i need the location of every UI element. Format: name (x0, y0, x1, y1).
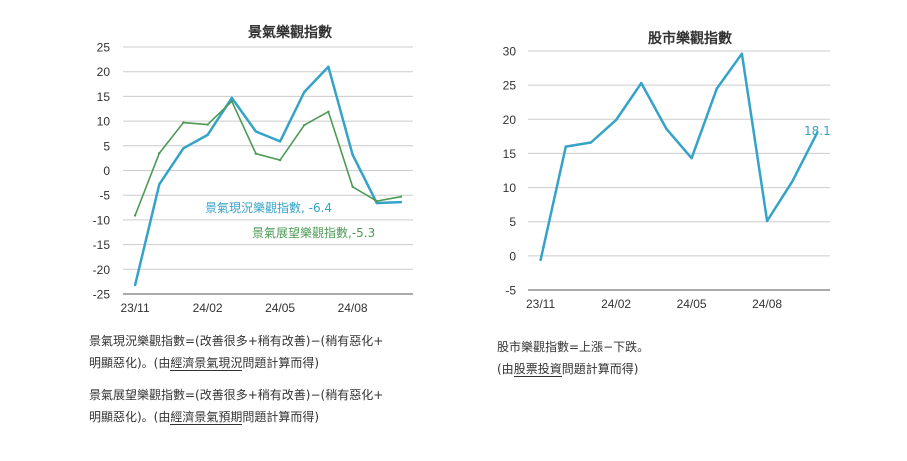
data-point (399, 200, 403, 204)
data-point (303, 90, 306, 94)
series-data-label: 景氣展望樂觀指數,-5.3 (252, 225, 375, 240)
x-tick-label: 24/08 (752, 297, 782, 311)
x-tick-label: 24/02 (601, 297, 631, 311)
x-tick-label: 23/11 (121, 301, 150, 315)
y-tick-label: -25 (93, 288, 111, 302)
note-outlook-index: 景氣展望樂觀指數=(改善很多+稍有改善)−(稍有惡化+ 明顯惡化)。(由經濟景氣預… (89, 384, 383, 428)
note-outlook-line1: 景氣展望樂觀指數=(改善很多+稍有改善)−(稍有惡化+ (89, 388, 384, 402)
y-tick-label: 5 (103, 139, 110, 153)
series-data-label: 18.1 (804, 124, 831, 138)
data-point (182, 121, 185, 124)
y-tick-label: -5 (505, 284, 516, 298)
series-line-0 (133, 65, 401, 286)
x-tick-label: 23/11 (526, 297, 555, 311)
note-stock-line2b: 問題計算而得) (561, 362, 639, 376)
data-point (351, 185, 354, 189)
y-tick-label: 20 (503, 113, 517, 127)
note-stock-underlined: 股票投資 (513, 362, 562, 377)
note-stock-line1: 股市樂觀指數=上漲−下跌。 (497, 340, 650, 354)
chart-title: 景氣樂觀指數 (248, 24, 332, 41)
chart-title: 股市樂觀指數 (648, 30, 732, 47)
data-point (375, 201, 378, 205)
note-current-line2a: 明顯惡化)。(由 (89, 356, 171, 370)
x-tick-label: 24/05 (265, 301, 295, 315)
y-tick-label: 25 (503, 79, 517, 93)
y-tick-label: -10 (93, 213, 111, 227)
data-point (206, 133, 209, 137)
data-point (791, 180, 794, 183)
data-point (351, 153, 354, 156)
data-point (303, 123, 306, 127)
chart-stock-optimism: 股市樂觀指數 30 25 20 15 10 5 0 -5 23/11 24/02 24/05 24/08… (503, 30, 831, 311)
chart-business-optimism: 景氣樂觀指數 25 20 15 10 5 0 -5 -10 -15 -20 -25 23/11 24/02… (93, 24, 413, 315)
note-current-line2b: 問題計算而得) (242, 356, 320, 370)
x-tick-label: 24/02 (193, 301, 223, 315)
data-point (539, 258, 542, 262)
y-tick-label: 20 (97, 65, 111, 79)
y-tick-label: 10 (97, 115, 111, 129)
data-point (182, 147, 185, 150)
data-point (230, 100, 233, 103)
y-tick-label: 0 (103, 164, 110, 178)
note-current-line1: 景氣現況樂觀指數=(改善很多+稍有改善)−(稍有惡化+ (89, 334, 384, 348)
data-point (690, 157, 693, 160)
y-tick-label: 30 (503, 45, 517, 59)
data-point (327, 65, 330, 68)
y-tick-label: -5 (99, 189, 110, 203)
data-point (399, 195, 403, 198)
data-point (158, 183, 161, 186)
data-point (640, 81, 643, 85)
data-point (278, 140, 282, 143)
y-tick-label: -20 (93, 263, 111, 277)
data-point (564, 145, 567, 148)
note-stock-index: 股市樂觀指數=上漲−下跌。 (由股票投資問題計算而得) (497, 336, 649, 380)
data-point (254, 152, 258, 155)
data-point (230, 96, 233, 100)
data-point (375, 199, 378, 203)
data-point (589, 141, 593, 144)
x-tick-label: 24/05 (677, 297, 707, 311)
note-stock-line2a: (由 (497, 362, 514, 376)
series-line-0 (539, 52, 819, 261)
data-point (715, 87, 718, 90)
series-line-1 (134, 100, 402, 216)
data-point (665, 127, 668, 131)
y-tick-label: 15 (97, 90, 111, 104)
data-point (254, 130, 258, 133)
data-point (278, 158, 282, 162)
data-point (206, 123, 209, 126)
note-current-index: 景氣現況樂觀指數=(改善很多+稍有改善)−(稍有惡化+ 明顯惡化)。(由經濟景氣現… (89, 330, 383, 374)
note-outlook-line2a: 明顯惡化)。(由 (89, 410, 171, 424)
x-tick-label: 24/08 (338, 301, 368, 315)
y-tick-label: -15 (93, 238, 111, 252)
y-tick-label: 10 (503, 181, 517, 195)
data-point (327, 110, 330, 113)
series-data-label: 景氣現況樂觀指數, -6.4 (205, 200, 332, 215)
data-point (740, 52, 744, 55)
data-point (133, 283, 137, 287)
note-current-underlined: 經濟景氣現況 (170, 356, 243, 371)
data-point (765, 219, 769, 223)
y-tick-label: 25 (97, 41, 111, 55)
data-point (133, 214, 137, 217)
y-tick-label: 0 (509, 249, 516, 263)
note-outlook-underlined: 經濟景氣預期 (170, 410, 243, 425)
data-point (614, 118, 618, 122)
note-outlook-line2b: 問題計算而得) (242, 410, 320, 424)
data-point (158, 152, 161, 155)
data-point (816, 131, 819, 134)
y-tick-label: 15 (503, 147, 517, 161)
y-tick-label: 5 (509, 215, 516, 229)
